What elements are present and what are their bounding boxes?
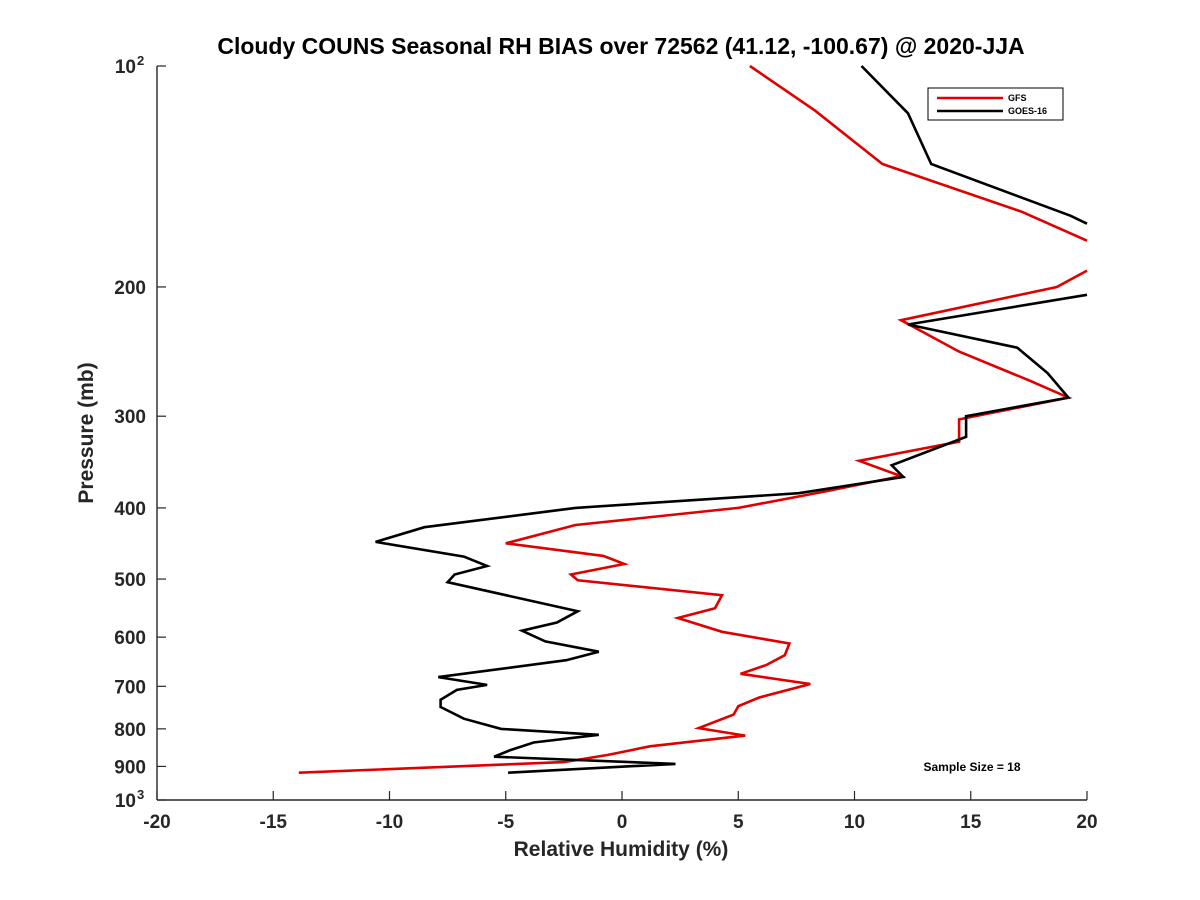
x-tick-label: 0	[617, 812, 628, 833]
y-tick-label: 600	[114, 628, 146, 649]
series-line-gfs-1	[749, 64, 1088, 242]
y-tick-label: 10	[115, 791, 136, 812]
x-tick-label: -10	[376, 812, 403, 833]
plot-area: -20 -15 -10 -5 0 5 10 15 20 10 220030040050060070…	[114, 53, 1097, 833]
y-tick-label: 700	[114, 677, 146, 698]
y-tick-label: 300	[114, 407, 146, 428]
x-tick-label: 5	[733, 812, 744, 833]
plot-background	[157, 66, 1087, 800]
legend-label-gfs: GFS	[1008, 93, 1027, 103]
y-tick-exponent: 3	[137, 787, 144, 802]
x-tick-label: -5	[497, 812, 514, 833]
y-tick-label: 800	[114, 720, 146, 741]
y-tick-label: 500	[114, 570, 146, 591]
series-line-gfs-2	[298, 269, 1088, 774]
y-tick-exponent: 2	[137, 53, 144, 68]
x-tick-label: -15	[260, 812, 288, 833]
x-tick-label: 20	[1076, 812, 1097, 833]
series-layer	[298, 64, 1088, 774]
x-axis-label: Relative Humidity (%)	[514, 838, 729, 861]
x-tick-label: 10	[844, 812, 865, 833]
series-line-goes16-2	[375, 293, 1088, 774]
sample-size-annotation: Sample Size = 18	[923, 760, 1020, 774]
y-tick-label: 10	[115, 57, 136, 78]
legend-box	[927, 87, 1064, 121]
y-tick-label: 900	[114, 757, 146, 778]
x-ticks: -20 -15 -10 -5 0 5 10 15 20	[143, 791, 1098, 833]
x-tick-label: 15	[960, 812, 982, 833]
series-line-goes16-1	[860, 65, 1088, 225]
x-tick-label: -20	[143, 812, 170, 833]
legend: GFS GOES-16	[927, 87, 1064, 121]
legend-label-goes16: GOES-16	[1008, 106, 1047, 116]
chart-title: Cloudy COUNS Seasonal RH BIAS over 72562…	[217, 33, 1024, 59]
y-axis-label: Pressure (mb)	[75, 362, 98, 503]
y-tick-label: 200	[114, 278, 146, 299]
y-tick-label: 400	[114, 499, 146, 520]
